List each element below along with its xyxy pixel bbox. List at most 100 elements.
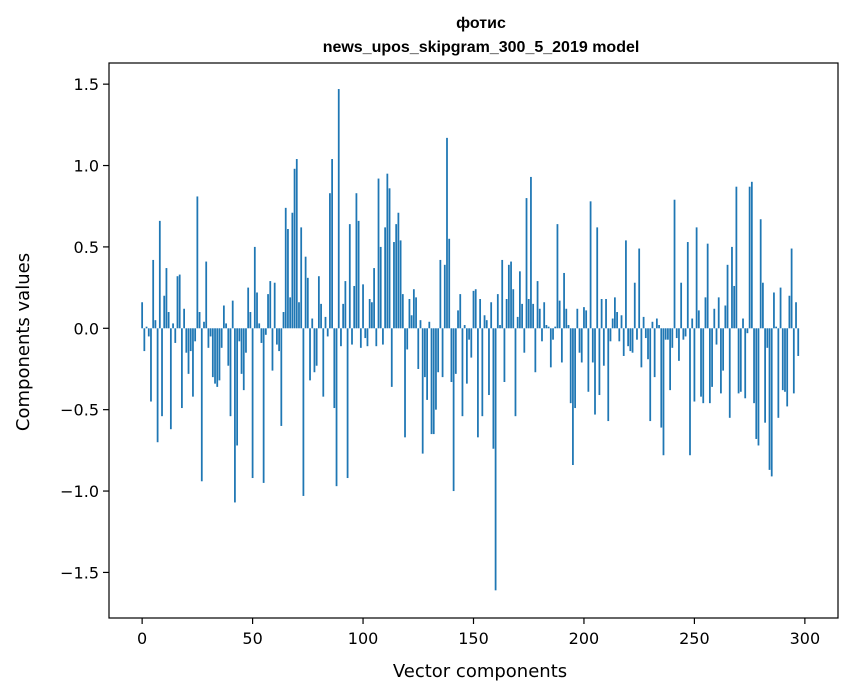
bar-249: [691, 318, 694, 329]
bar-10: [163, 295, 166, 329]
bar-104: [371, 302, 373, 329]
bar-294: [790, 248, 793, 329]
bar-231: [651, 321, 654, 329]
y-tick-label: −1.5: [60, 563, 99, 582]
bar-232: [653, 328, 656, 378]
bar-128: [424, 328, 426, 378]
bar-251: [695, 227, 698, 329]
bar-267: [731, 246, 733, 329]
bar-277: [753, 328, 755, 404]
bar-195: [572, 328, 574, 466]
bar-113: [390, 328, 393, 387]
bar-145: [461, 328, 464, 417]
chart-title: фотис: [456, 15, 506, 32]
bar-61: [276, 328, 278, 345]
bar-269: [735, 186, 738, 329]
bar-30: [207, 328, 210, 348]
bar-33: [214, 328, 216, 384]
x-tick-label: 200: [569, 629, 600, 648]
bar-84: [326, 328, 329, 337]
bar-153: [479, 299, 482, 329]
bar-77: [311, 318, 314, 329]
bar-48: [247, 287, 250, 329]
bar-275: [748, 186, 751, 329]
bar-158: [490, 302, 493, 329]
bar-254: [702, 328, 705, 404]
bar-65: [284, 207, 287, 329]
bar-286: [773, 292, 775, 329]
bar-165: [505, 299, 508, 329]
bar-13: [169, 328, 172, 430]
bar-112: [388, 188, 391, 329]
bar-187: [554, 326, 557, 329]
bar-0: [141, 302, 144, 329]
bar-6: [154, 320, 157, 329]
bar-57: [267, 294, 269, 329]
bar-105: [373, 268, 375, 329]
bar-209: [602, 328, 605, 366]
bar-178: [534, 328, 537, 373]
bar-54: [260, 328, 263, 343]
bars-group: [141, 89, 800, 591]
bar-95: [351, 328, 353, 345]
bar-253: [700, 328, 702, 397]
bar-268: [733, 285, 736, 329]
bar-282: [764, 328, 766, 423]
bar-8: [158, 220, 161, 329]
bar-75: [306, 277, 309, 329]
bar-4: [150, 328, 152, 402]
bar-83: [324, 316, 327, 329]
bar-17: [178, 274, 181, 329]
bar-131: [430, 328, 433, 435]
bar-273: [744, 328, 747, 399]
bar-211: [607, 328, 610, 422]
bar-156: [485, 320, 488, 329]
y-tick-label: −0.5: [60, 401, 99, 420]
bar-31: [209, 328, 212, 337]
bar-79: [315, 328, 318, 366]
bar-109: [382, 328, 384, 345]
bar-14: [172, 323, 174, 329]
bar-188: [556, 224, 559, 329]
bar-281: [762, 282, 764, 329]
bar-245: [682, 328, 685, 340]
x-axis-label: Vector components: [393, 661, 567, 682]
bar-222: [631, 328, 634, 353]
bar-123: [412, 289, 415, 329]
bar-161: [496, 294, 499, 329]
bar-140: [450, 328, 453, 382]
bar-36: [220, 328, 223, 348]
bar-146: [463, 325, 466, 329]
bar-136: [441, 328, 444, 378]
bar-189: [558, 300, 561, 329]
bar-134: [437, 328, 440, 373]
bar-150: [472, 290, 475, 329]
bar-100: [362, 284, 364, 329]
bar-260: [715, 328, 718, 345]
bar-103: [368, 299, 371, 329]
bar-164: [503, 328, 506, 382]
x-tick-label: 50: [242, 629, 262, 648]
bar-135: [439, 259, 442, 329]
bar-292: [786, 328, 789, 407]
bar-111: [386, 173, 389, 329]
y-tick-label: 1.5: [74, 75, 99, 94]
bar-82: [322, 328, 325, 397]
bar-247: [686, 242, 689, 329]
bar-91: [342, 303, 345, 329]
bar-129: [426, 328, 428, 400]
bar-96: [353, 285, 356, 329]
bar-121: [408, 299, 411, 329]
bar-63: [280, 328, 283, 426]
bar-244: [680, 282, 683, 329]
bar-118: [401, 294, 404, 329]
bar-235: [660, 328, 663, 428]
bar-125: [417, 328, 420, 369]
bar-81: [320, 303, 322, 329]
bar-252: [697, 310, 700, 329]
bar-199: [580, 328, 583, 363]
bar-191: [563, 272, 565, 329]
bar-9: [161, 328, 163, 417]
bar-241: [673, 199, 676, 329]
bar-12: [167, 312, 170, 329]
